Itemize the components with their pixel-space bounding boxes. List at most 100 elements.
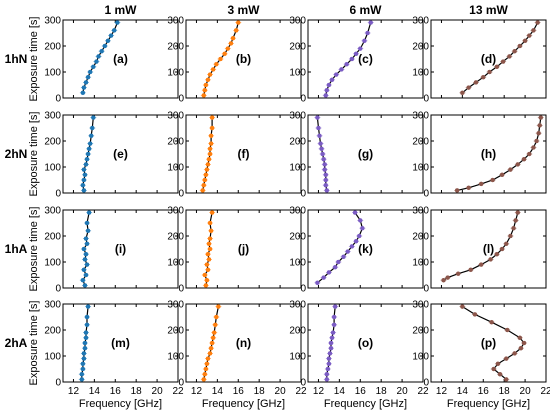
data-point <box>209 125 215 131</box>
x-tick-label: 22 <box>172 386 184 397</box>
data-point <box>504 241 509 247</box>
data-point <box>481 74 486 80</box>
data-point <box>508 233 513 239</box>
data-point <box>209 210 215 215</box>
y-tick-label: 100 <box>412 68 429 79</box>
data-point <box>205 77 211 83</box>
data-point <box>208 228 214 234</box>
row-label: 1hA <box>5 242 28 256</box>
data-point <box>203 82 209 88</box>
data-point <box>445 275 450 280</box>
data-point <box>206 257 212 262</box>
y-tick-label: 100 <box>44 258 61 269</box>
panel-j: 0 100 200 300 (j) <box>167 206 302 295</box>
data-point <box>508 167 513 172</box>
y-tick-label: 300 <box>167 300 184 311</box>
x-tick-label: 16 <box>233 386 245 397</box>
data-point <box>202 87 208 93</box>
data-point <box>327 351 333 356</box>
data-point <box>233 28 239 33</box>
data-point <box>83 162 89 167</box>
x-axis-label: Frequency [GHz] <box>202 398 285 410</box>
panel-k: 0 100 200 300 (k) <box>289 206 424 295</box>
data-point <box>210 335 216 341</box>
data-point <box>315 280 320 286</box>
panel-m: 0 100 200 300 12 14 16 18 20 22 (m) <box>44 300 184 398</box>
data-point <box>535 20 540 25</box>
data-point <box>315 115 320 120</box>
data-point <box>102 43 108 49</box>
data-point <box>207 246 213 252</box>
data-point <box>324 188 330 193</box>
data-point <box>454 188 460 193</box>
data-point <box>325 366 331 372</box>
data-point <box>488 257 493 262</box>
data-point <box>331 314 337 320</box>
panel-label: (g) <box>358 147 373 161</box>
data-point <box>487 69 492 75</box>
y-tick-label: 0 <box>423 378 429 389</box>
y-tick-label: 0 <box>423 284 429 295</box>
data-point <box>86 146 92 152</box>
panel-label: (h) <box>481 147 496 161</box>
y-tick-label: 300 <box>412 16 429 27</box>
data-point <box>537 123 542 128</box>
data-point <box>324 371 330 377</box>
y-tick-label: 300 <box>44 206 61 217</box>
data-point <box>333 72 339 77</box>
y-tick-label: 0 <box>300 284 306 295</box>
data-point <box>460 304 465 309</box>
y-tick-label: 100 <box>44 352 61 363</box>
data-point <box>512 48 517 54</box>
data-point <box>202 177 208 183</box>
data-point <box>82 172 88 178</box>
data-point <box>504 377 509 382</box>
data-point <box>473 80 479 85</box>
data-point <box>85 228 91 234</box>
data-point <box>82 257 88 262</box>
data-point <box>80 361 86 367</box>
data-point <box>468 267 473 273</box>
y-tick-label: 200 <box>44 232 61 243</box>
y-tick-label: 0 <box>55 94 61 105</box>
y-tick-label: 300 <box>289 16 306 27</box>
data-point <box>441 277 446 283</box>
y-tick-label: 200 <box>167 232 184 243</box>
data-point <box>455 271 461 276</box>
column-header: 13 mW <box>469 3 508 17</box>
y-tick-label: 200 <box>289 137 306 148</box>
x-tick-label: 12 <box>68 386 80 397</box>
data-point <box>207 151 213 157</box>
data-point <box>491 366 496 372</box>
data-point <box>500 59 506 64</box>
y-tick-label: 0 <box>300 189 306 200</box>
data-point <box>206 241 212 247</box>
data-point <box>99 48 104 54</box>
y-tick-label: 100 <box>167 352 184 363</box>
data-point <box>323 182 329 188</box>
data-point <box>324 87 330 93</box>
y-tick-label: 0 <box>300 378 306 389</box>
data-point <box>81 267 87 273</box>
x-tick-label: 18 <box>499 386 511 397</box>
x-tick-label: 20 <box>275 386 287 397</box>
data-point <box>211 330 217 335</box>
y-tick-label: 100 <box>44 163 61 174</box>
y-tick-label: 300 <box>167 111 184 122</box>
data-point <box>323 177 329 183</box>
data-point <box>358 46 363 51</box>
y-tick-label: 200 <box>167 42 184 53</box>
y-tick-label: 300 <box>167 206 184 217</box>
data-point <box>495 361 501 367</box>
y-tick-label: 0 <box>300 94 306 105</box>
y-axis-label: Exposure time [s] <box>28 112 40 197</box>
panel-p: 0 100 200 300 12 14 16 18 20 22 (p) <box>412 300 550 398</box>
x-tick-label: 22 <box>417 386 429 397</box>
x-tick-label: 14 <box>212 386 224 397</box>
data-point <box>81 177 87 183</box>
data-point <box>328 340 334 346</box>
data-point <box>208 345 214 351</box>
panel-label: (b) <box>236 52 251 66</box>
data-point <box>85 304 91 309</box>
data-point <box>85 74 91 80</box>
